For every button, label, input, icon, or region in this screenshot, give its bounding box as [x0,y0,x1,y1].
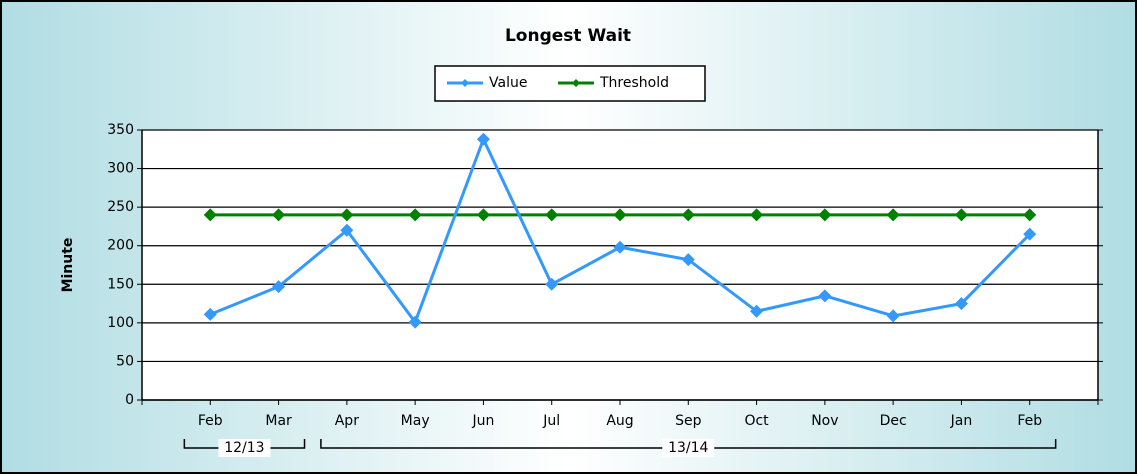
x-tick-label: Dec [880,413,907,429]
group-label-bg [662,439,715,457]
y-tick-label: 300 [107,161,134,177]
marker [545,208,559,222]
y-tick-label: 50 [116,353,134,369]
chart-title: Longest Wait [505,26,631,46]
marker [681,253,695,267]
y-tick-label: 250 [107,199,134,215]
marker [1023,227,1037,241]
x-tick-label: Feb [198,413,223,429]
marker [750,208,764,222]
marker [818,208,832,222]
legend-label: Threshold [599,75,669,91]
x-tick-label: Oct [744,413,769,429]
x-tick-label: Aug [606,413,633,429]
x-tick-label: Jul [542,413,560,429]
x-tick-label: Nov [811,413,838,429]
marker [408,208,422,222]
y-tick-label: 0 [125,392,134,408]
marker [886,309,900,323]
marker [408,315,422,329]
x-tick-label: Apr [335,413,359,429]
legend-marker [572,79,580,87]
x-tick-label: May [401,413,430,429]
marker [613,208,627,222]
group-label-bg [218,439,271,457]
marker [340,223,354,237]
y-tick-label: 350 [107,122,134,138]
x-tick-label: Sep [675,413,702,429]
x-tick-label: Feb [1017,413,1042,429]
marker [1023,208,1037,222]
y-tick-label: 200 [107,238,134,254]
plot-area [142,130,1098,400]
marker [613,240,627,254]
marker [886,208,900,222]
marker [476,132,490,146]
marker [272,280,286,294]
x-tick-label: Jan [950,413,973,429]
group-label: 12/13 [224,440,264,456]
legend-marker [461,79,469,87]
marker [203,307,217,321]
marker [750,304,764,318]
x-tick-label: Jun [471,413,494,429]
marker [681,208,695,222]
legend-label: Value [489,75,527,91]
marker [818,289,832,303]
marker [545,277,559,291]
group-label: 13/14 [668,440,708,456]
marker [203,208,217,222]
marker [954,208,968,222]
marker [476,208,490,222]
marker [340,208,354,222]
y-axis-label: Minute [60,238,76,293]
marker [272,208,286,222]
y-tick-label: 100 [107,315,134,331]
x-tick-label: Mar [265,413,292,429]
y-tick-label: 150 [107,276,134,292]
marker [954,297,968,311]
